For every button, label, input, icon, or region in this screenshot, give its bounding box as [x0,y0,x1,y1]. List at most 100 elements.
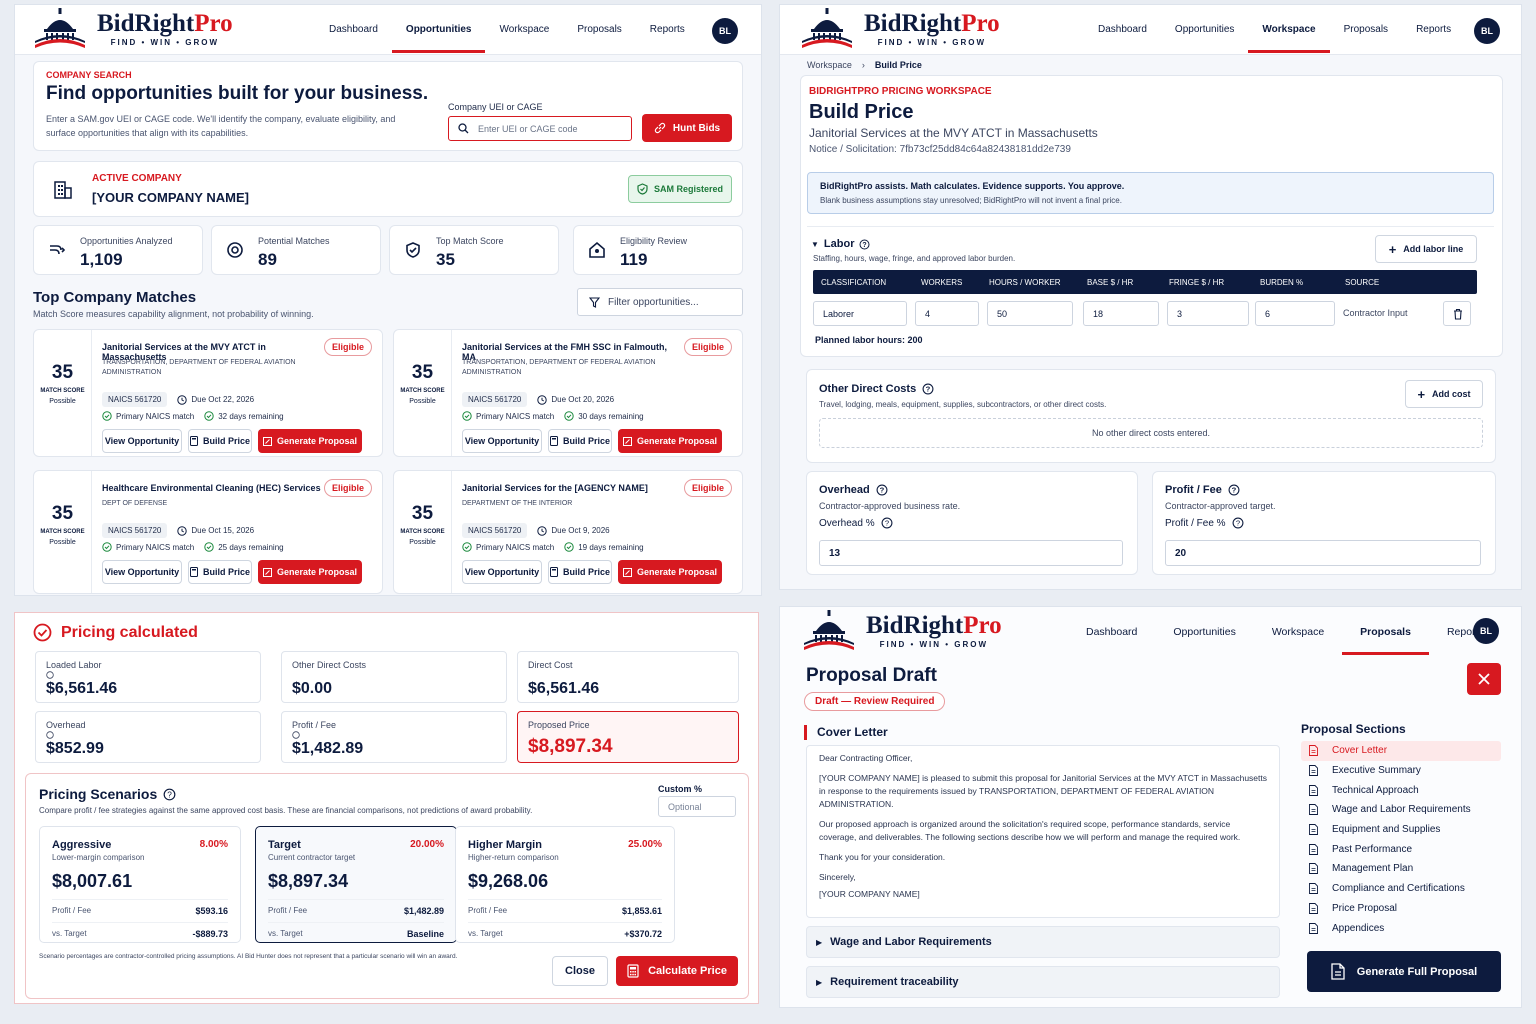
add-cost-button[interactable]: + Add cost [1405,380,1483,408]
section-label: Appendices [1332,922,1385,934]
nav-workspace[interactable]: Workspace [1271,626,1325,638]
stat-label: Top Match Score [436,236,504,246]
logo[interactable]: BidRightPro FIND • WIN • GROW [802,609,1002,653]
pricing-scenario-card[interactable]: Higher Margin 25.00% Higher-return compa… [455,826,675,943]
proposal-section-item[interactable]: Past Performance [1301,839,1501,859]
nav-proposals[interactable]: Proposals [577,24,622,35]
opportunity-title[interactable]: Janitorial Services for the [AGENCY NAME… [462,483,648,493]
proposal-section-item[interactable]: Cover Letter [1301,741,1501,761]
proposal-section-item[interactable]: Management Plan [1301,859,1501,879]
base-rate-input[interactable]: 18 [1083,301,1159,326]
proposal-section-item[interactable]: Appendices [1301,918,1501,938]
svg-text:?: ? [884,519,888,528]
generate-proposal-button[interactable]: Generate Proposal [618,560,722,584]
traceability-accordion[interactable]: ▶ Requirement traceability [806,966,1280,998]
pricing-scenario-card[interactable]: Target 20.00% Current contractor target … [255,826,457,943]
avatar[interactable]: BL [1474,18,1500,44]
stat-value: 35 [436,250,455,269]
nav-dashboard[interactable]: Dashboard [329,24,378,35]
hunt-bids-button[interactable]: Hunt Bids [642,114,732,142]
generate-proposal-button[interactable]: Generate Proposal [258,560,362,584]
nav-opportunities[interactable]: Opportunities [391,5,486,55]
proposal-section-item[interactable]: Compliance and Certifications [1301,879,1501,899]
profit-title: Profit / Fee [1165,484,1222,496]
cover-letter-body[interactable]: Dear Contracting Officer, [YOUR COMPANY … [806,745,1280,918]
clock-icon [177,394,188,405]
hours-per-worker-input[interactable]: 50 [987,301,1073,326]
workers-input[interactable]: 4 [915,301,979,326]
scenario-profit-row: Profit / Fee $593.16 [52,899,228,916]
nav-proposals[interactable]: Proposals [1342,607,1429,657]
nav-opportunities[interactable]: Opportunities [1173,626,1236,638]
col-classification: CLASSIFICATION [821,278,887,287]
opportunity-title[interactable]: Healthcare Environmental Cleaning (HEC) … [102,483,321,493]
view-opportunity-button[interactable]: View Opportunity [102,560,182,584]
build-price-button[interactable]: Build Price [548,560,612,584]
vs-row-label: vs. Target [268,929,303,938]
calculate-price-button[interactable]: Calculate Price [616,956,738,986]
opportunity-title[interactable]: Janitorial Services at the MVY ATCT in M… [102,342,266,362]
logo[interactable]: BidRightPro FIND • WIN • GROW [33,7,233,51]
wage-labor-accordion[interactable]: ▶ Wage and Labor Requirements [806,926,1280,958]
build-label: Build Price [562,567,610,577]
col-base-rate: BASE $ / HR [1087,278,1134,287]
build-price-button[interactable]: Build Price [188,429,252,453]
view-opportunity-button[interactable]: View Opportunity [462,560,542,584]
build-price-button[interactable]: Build Price [548,429,612,453]
proposal-section-item[interactable]: Wage and Labor Requirements [1301,800,1501,820]
workspace-eyebrow: BIDRIGHTPRO PRICING WORKSPACE [809,86,992,97]
profit-percent-input[interactable]: 20 [1165,540,1481,566]
generate-full-proposal-button[interactable]: Generate Full Proposal [1307,951,1501,992]
profit-header: Profit / Fee ? [1165,484,1240,496]
build-price-button[interactable]: Build Price [188,560,252,584]
burden-input[interactable]: 6 [1255,301,1335,326]
add-labor-line-button[interactable]: + Add labor line [1375,235,1477,263]
labor-description: Staffing, hours, wage, fringe, and appro… [813,254,1016,263]
nav-reports[interactable]: Reports [649,24,685,35]
breadcrumb-workspace[interactable]: Workspace [807,60,852,70]
scenario-vs-row: vs. Target -$889.73 [52,922,228,939]
custom-percent-input[interactable]: Optional [658,796,736,817]
proposal-section-item[interactable]: Price Proposal [1301,899,1501,919]
scenario-profit-row: Profit / Fee $1,853.61 [468,899,662,916]
delete-row-button[interactable] [1443,301,1471,326]
nav-workspace[interactable]: Workspace [1248,5,1330,55]
opportunity-actions: View Opportunity Build Price Generate Pr… [462,560,722,584]
search-icon [458,123,469,134]
building-icon [52,179,74,201]
avatar[interactable]: BL [1473,618,1499,644]
due-date: Due Oct 9, 2026 [551,526,610,535]
eligible-badge: Eligible [323,479,372,497]
view-label: View Opportunity [464,567,540,577]
generate-proposal-button[interactable]: Generate Proposal [258,429,362,453]
nav-dashboard[interactable]: Dashboard [1098,24,1147,35]
avatar[interactable]: BL [712,18,738,44]
close-proposal-button[interactable] [1467,663,1501,695]
proposal-section-item[interactable]: Executive Summary [1301,761,1501,781]
overhead-percent-input[interactable]: 13 [819,540,1123,566]
classification-input[interactable]: Laborer [813,301,907,326]
logo[interactable]: BidRightPro FIND • WIN • GROW [800,7,1000,51]
opportunity-checks: Primary NAICS match 32 days remaining [102,411,284,421]
nav-proposals[interactable]: Proposals [1343,24,1389,35]
nav-workspace[interactable]: Workspace [499,24,550,35]
uei-search-input[interactable]: Enter UEI or CAGE code [448,116,632,141]
close-button[interactable]: Close [552,956,608,986]
filter-opportunities-input[interactable]: Filter opportunities... [577,288,743,316]
nav-reports[interactable]: Reports [1416,24,1452,35]
pricing-scenario-card[interactable]: Aggressive 8.00% Lower-margin comparison… [39,826,241,943]
uei-placeholder: Enter UEI or CAGE code [478,123,578,134]
view-opportunity-button[interactable]: View Opportunity [462,429,542,453]
nav-dashboard[interactable]: Dashboard [1086,626,1138,638]
proposal-section-item[interactable]: Technical Approach [1301,780,1501,800]
section-label: Cover Letter [1332,745,1388,757]
nav-opportunities[interactable]: Opportunities [1174,24,1235,35]
calculator-icon [189,567,198,577]
view-opportunity-button[interactable]: View Opportunity [102,429,182,453]
match-status: Possible [409,539,436,546]
opportunity-title[interactable]: Janitorial Services at the FMH SSC in Fa… [462,342,668,362]
fringe-rate-input[interactable]: 3 [1167,301,1249,326]
generate-proposal-button[interactable]: Generate Proposal [618,429,722,453]
proposal-section-item[interactable]: Equipment and Supplies [1301,820,1501,840]
labor-header[interactable]: ▼ Labor ? [811,238,870,250]
